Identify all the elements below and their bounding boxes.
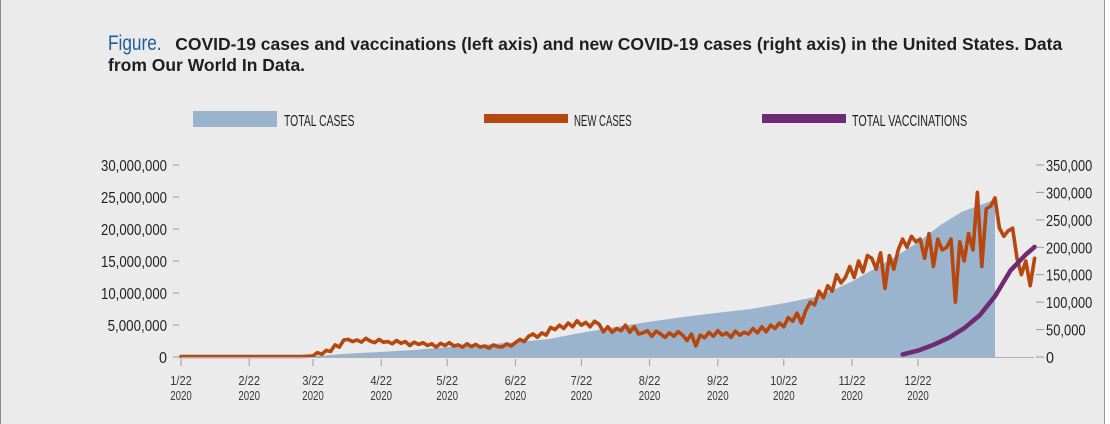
legend-swatch-total-vaccinations [762, 114, 846, 123]
left-axis-label: 15,000,000 [101, 254, 167, 271]
plot-area [179, 190, 1037, 359]
figure-caption: Figure. COVID-19 cases and vaccinations … [108, 33, 1068, 76]
x-axis-label-month: 6/22 [505, 373, 527, 388]
right-axis-label: 200,000 [1046, 240, 1092, 257]
series-total-vaccinations-line [900, 244, 1037, 357]
x-axis-label-year: 2020 [841, 388, 863, 403]
right-axis-label: 300,000 [1046, 185, 1092, 202]
x-axis-label-month: 11/22 [839, 373, 866, 388]
legend-item-total-cases: TOTAL CASES [193, 111, 354, 130]
x-axis-label-year: 2020 [302, 388, 324, 403]
chart-axes: 0 5,000,000 10,000,000 15,000,000 20,000,000… [101, 158, 1092, 403]
x-axis-label-month: 3/22 [302, 373, 324, 388]
x-axis-label-year: 2020 [170, 388, 192, 403]
x-axis-label-month: 9/22 [707, 373, 729, 388]
legend-label-total-vaccinations: TOTAL VACCINATIONS [852, 113, 967, 130]
x-axis-label-year: 2020 [505, 388, 527, 403]
x-axis-label-month: 7/22 [571, 373, 593, 388]
figure-caption-text: COVID-19 cases and vaccinations (left ax… [108, 34, 1063, 75]
x-axis-label-year: 2020 [571, 388, 593, 403]
right-axis-label: 350,000 [1046, 158, 1092, 175]
x-axis-label-year: 2020 [370, 388, 392, 403]
x-axis-label-month: 4/22 [370, 373, 392, 388]
x-axis-label-year: 2020 [907, 388, 929, 403]
left-axis-label: 5,000,000 [108, 318, 167, 335]
window-right-scroll-edge [1104, 0, 1110, 424]
x-axis-label-year: 2020 [436, 388, 458, 403]
x-axis-label-month: 5/22 [436, 373, 458, 388]
right-axis-label: 50,000 [1046, 323, 1086, 340]
window-left-border [0, 0, 1, 424]
legend-label-total-cases: TOTAL CASES [284, 113, 354, 130]
x-axis-label-year: 2020 [773, 388, 795, 403]
left-axis-label: 30,000,000 [101, 158, 167, 175]
legend-item-total-vaccinations: TOTAL VACCINATIONS [762, 113, 967, 130]
legend-label-new-cases: NEW CASES [574, 113, 632, 130]
chart-legend: TOTAL CASES NEW CASES TOTAL VACCINATIONS [193, 111, 967, 130]
x-axis-label-month: 2/22 [238, 373, 260, 388]
x-axis-label-month: 1/22 [170, 373, 192, 388]
x-axis-label-year: 2020 [639, 388, 661, 403]
legend-swatch-new-cases [484, 114, 568, 123]
right-axis-label: 0 [1046, 350, 1054, 367]
right-axis-label: 100,000 [1046, 295, 1092, 312]
legend-swatch-total-cases [193, 111, 277, 127]
x-axis-label-year: 2020 [238, 388, 260, 403]
x-axis-label-month: 8/22 [639, 373, 661, 388]
x-axis-label-month: 12/22 [905, 373, 932, 388]
left-axis-label: 25,000,000 [101, 190, 167, 207]
legend-item-new-cases: NEW CASES [484, 113, 632, 130]
right-axis-label: 250,000 [1046, 213, 1092, 230]
x-axis-label-month: 10/22 [770, 373, 797, 388]
series-new-cases-line [179, 190, 1037, 359]
left-axis-label: 0 [159, 350, 167, 367]
left-axis-label: 10,000,000 [101, 286, 167, 303]
left-axis-label: 20,000,000 [101, 222, 167, 239]
figure-label: Figure. [108, 32, 162, 55]
series-total-cases-area [181, 199, 995, 357]
x-axis-label-year: 2020 [707, 388, 729, 403]
right-axis-label: 150,000 [1046, 268, 1092, 285]
